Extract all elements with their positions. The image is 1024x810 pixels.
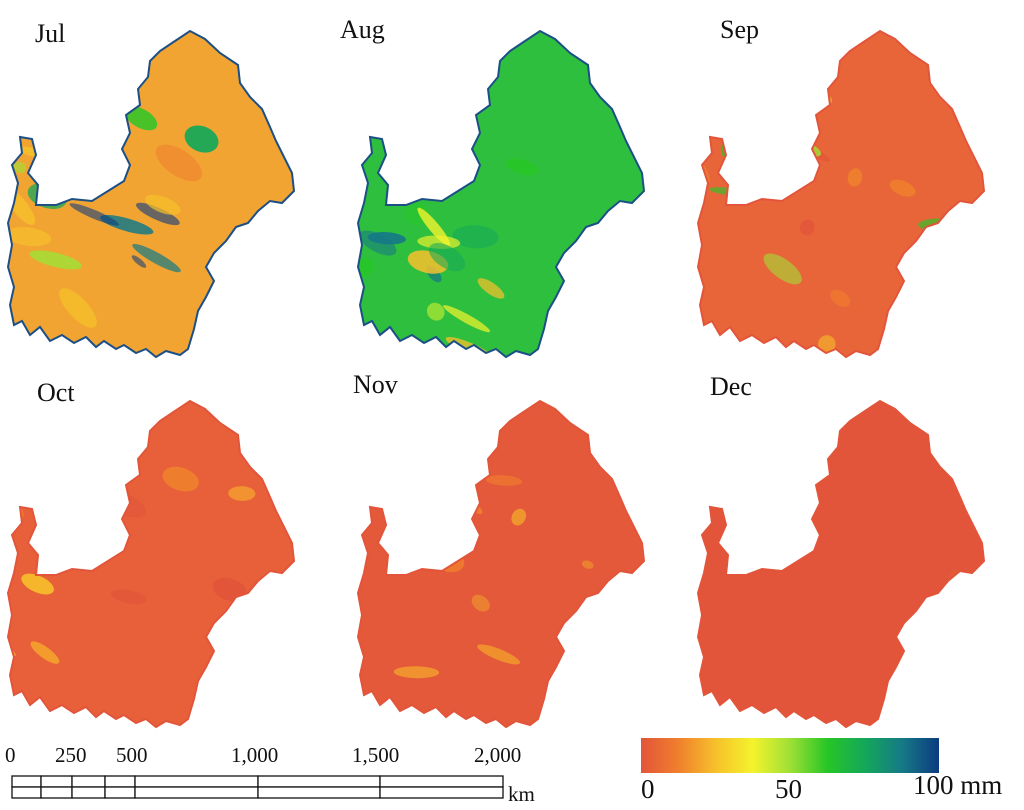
legend-colorbar <box>641 738 939 773</box>
region-outline <box>696 29 986 359</box>
map-panel-aug: Aug <box>340 5 691 375</box>
map-panel-oct: Oct <box>0 375 341 745</box>
region-outline <box>696 399 986 729</box>
scale-tick-1500: 1,500 <box>352 743 400 767</box>
map-panel-nov: Nov <box>350 370 691 745</box>
map-dec <box>696 399 986 729</box>
scale-tick-1000: 1,000 <box>231 743 279 767</box>
legend-max-label: 100 mm <box>913 770 1003 800</box>
map-texture <box>698 401 984 727</box>
map-oct <box>6 399 296 729</box>
map-texture <box>8 401 294 727</box>
map-jul <box>6 29 296 359</box>
month-label-nov: Nov <box>353 370 398 399</box>
month-label-sep: Sep <box>720 15 759 44</box>
region-outline <box>356 399 646 729</box>
scale-tick-500: 500 <box>116 743 148 767</box>
map-panel-sep: Sep <box>690 5 1024 375</box>
scale-unit: km <box>508 782 535 806</box>
legend-mid-label: 50 <box>775 774 802 804</box>
map-texture <box>358 31 644 357</box>
map-texture <box>698 31 984 357</box>
scale-tick-250: 250 <box>55 743 87 767</box>
region-outline <box>6 399 296 729</box>
map-texture <box>8 31 294 357</box>
month-label-dec: Dec <box>710 372 752 401</box>
map-sep <box>696 29 986 359</box>
region-outline <box>356 29 646 359</box>
map-panel-jul: Jul <box>0 5 341 375</box>
region-outline <box>6 29 296 359</box>
month-label-oct: Oct <box>37 378 75 407</box>
map-aug <box>356 29 646 359</box>
map-panel-dec: Dec <box>690 372 1024 745</box>
scale-tick-0: 0 <box>5 743 16 767</box>
map-texture <box>358 401 644 727</box>
scale-tick-2000: 2,000 <box>474 743 522 767</box>
month-label-jul: Jul <box>35 19 66 48</box>
scale-bar <box>11 775 504 799</box>
map-nov <box>356 399 646 729</box>
legend-min-label: 0 <box>641 774 655 804</box>
month-label-aug: Aug <box>340 15 385 44</box>
